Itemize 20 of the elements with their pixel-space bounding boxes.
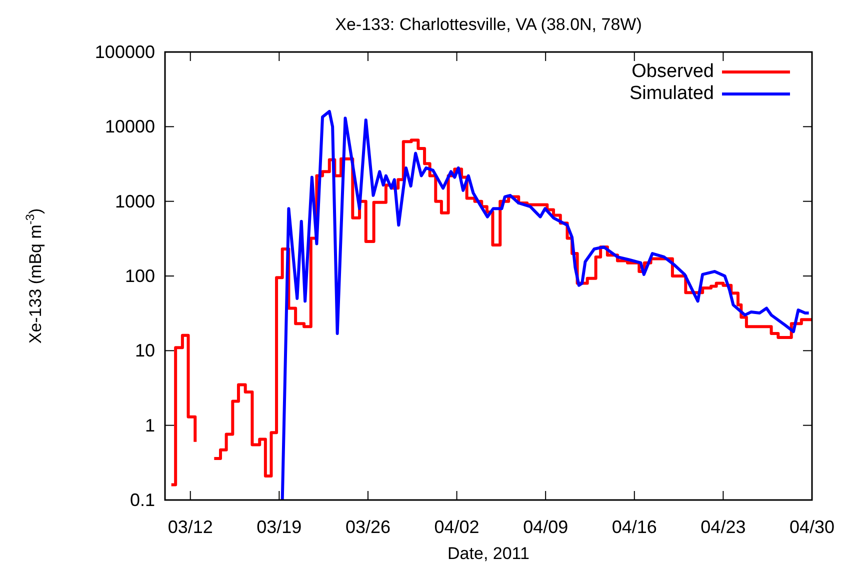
y-tick-label: 1 (144, 415, 155, 436)
x-tick-label: 03/26 (345, 517, 391, 537)
line-series (280, 110, 810, 502)
x-tick-label: 04/16 (612, 517, 657, 537)
x-tick-label: 04/23 (700, 517, 746, 537)
x-tick-label: 04/02 (434, 517, 480, 537)
legend-label: Observed (632, 61, 714, 82)
y-tick-label: 100 (124, 266, 155, 286)
x-tick-label: 04/30 (789, 517, 835, 537)
x-tick-label: 04/09 (523, 517, 568, 537)
x-tick-label: 03/19 (256, 517, 302, 537)
y-tick-label: 100000 (94, 42, 155, 62)
legend-label: Simulated (630, 83, 714, 104)
y-tick-label: 0.1 (130, 490, 155, 510)
x-tick-label: 03/12 (168, 517, 213, 537)
y-tick-label: 1000 (114, 191, 155, 212)
chart-title: Xe-133: Charlottesville, VA (38.0N, 78W) (335, 15, 642, 34)
y-tick-label: 10 (134, 340, 155, 361)
x-axis-title: Date, 2011 (448, 544, 530, 563)
y-tick-label: 10000 (104, 116, 155, 137)
